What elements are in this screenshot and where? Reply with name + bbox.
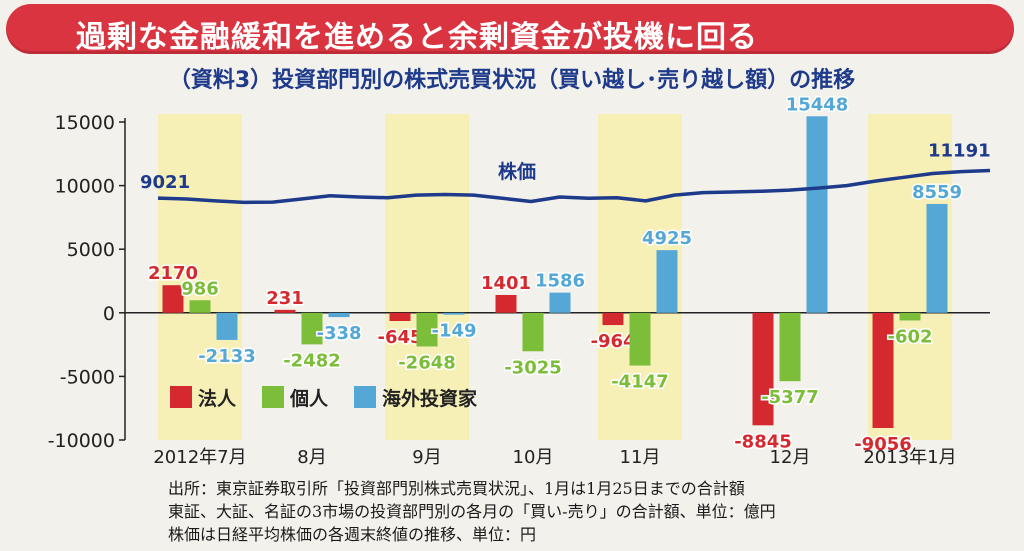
bar-個人 bbox=[416, 312, 438, 347]
bar-海外投資家 bbox=[656, 250, 678, 313]
y-tick-label: 15000 bbox=[55, 112, 115, 134]
x-tick-label: 11月 bbox=[620, 447, 661, 468]
bar-法人 bbox=[162, 285, 184, 313]
stock-price-line bbox=[157, 168, 991, 205]
bar-value-label: -149 bbox=[431, 321, 476, 342]
bar-value-label: 15448 bbox=[786, 94, 849, 115]
legend-label: 海外投資家 bbox=[382, 387, 478, 410]
stock-price-start-label: 9021 bbox=[140, 172, 190, 193]
bar-value-label: 2170 bbox=[148, 263, 198, 284]
bar-法人 bbox=[495, 294, 517, 313]
stock-price-note-line: 株価は日経平均株価の各週末終値の推移、単位：円 bbox=[168, 525, 537, 544]
legend-swatch-法人 bbox=[170, 386, 192, 408]
bar-個人 bbox=[629, 312, 651, 366]
bar-value-label: -645 bbox=[377, 327, 422, 348]
legend-swatch-海外投資家 bbox=[354, 386, 376, 408]
bar-法人 bbox=[752, 312, 774, 426]
x-tick-label: 2013年1月 bbox=[863, 447, 956, 468]
chart-title: （資料3）投資部門別の株式売買状況（買い越し･売り越し額）の推移 bbox=[168, 68, 856, 93]
bar-海外投資家 bbox=[328, 312, 350, 318]
source-notes: 出所：東京証券取引所「投資部門別株式売買状況」、1月は1月25日までの合計額 東… bbox=[168, 477, 776, 546]
bar-個人 bbox=[899, 312, 921, 321]
y-tick-label: 10000 bbox=[55, 176, 115, 198]
legend-label: 法人 bbox=[198, 387, 237, 410]
bar-value-label: -9056 bbox=[854, 434, 912, 455]
bar-個人 bbox=[301, 312, 323, 345]
bar-海外投資家 bbox=[806, 116, 828, 313]
bar-value-label: 1586 bbox=[535, 271, 585, 292]
bar-value-label: -4147 bbox=[611, 372, 669, 393]
definition-note-line: 東証、大証、名証の3市場の投資部門別の各月の「買い‐売り」の合計額、単位：億円 bbox=[168, 502, 776, 521]
bar-海外投資家 bbox=[549, 292, 571, 313]
bar-value-label: -2648 bbox=[398, 352, 456, 373]
headline-text: 過剰な金融緩和を進めると余剰資金が投機に回る bbox=[76, 20, 758, 55]
bar-value-label: 231 bbox=[266, 288, 304, 309]
bar-value-label: -3025 bbox=[504, 357, 562, 378]
x-tick-label: 10月 bbox=[513, 447, 554, 468]
bar-法人 bbox=[872, 312, 894, 428]
bar-value-label: -964 bbox=[590, 331, 635, 352]
legend-label: 個人 bbox=[289, 388, 329, 410]
highlight-band bbox=[158, 114, 242, 440]
x-tick-label: 9月 bbox=[412, 447, 441, 468]
bar-海外投資家 bbox=[216, 312, 238, 340]
bar-個人 bbox=[522, 312, 544, 352]
bar-value-label: -2482 bbox=[283, 350, 341, 371]
x-tick-label: 8月 bbox=[297, 447, 326, 468]
source-note-line: 出所：東京証券取引所「投資部門別株式売買状況」、1月は1月25日までの合計額 bbox=[168, 479, 745, 498]
headline-banner: 過剰な金融緩和を進めると余剰資金が投機に回る bbox=[6, 4, 1014, 55]
legend-swatch-個人 bbox=[262, 386, 284, 408]
x-tick-label: 12月 bbox=[770, 447, 811, 468]
stock-price-end-label: 11191 bbox=[928, 140, 991, 161]
y-tick-label: 5000 bbox=[67, 239, 115, 261]
bar-value-label: 4925 bbox=[642, 228, 692, 249]
y-tick-label: -10000 bbox=[48, 430, 115, 452]
bar-個人 bbox=[189, 300, 211, 313]
bar-value-label: -2133 bbox=[198, 346, 256, 367]
bar-海外投資家 bbox=[926, 203, 948, 313]
x-tick-label: 2012年7月 bbox=[153, 447, 246, 468]
bar-value-label: 1401 bbox=[481, 273, 531, 294]
bar-value-label: -602 bbox=[887, 326, 932, 347]
bar-個人 bbox=[779, 312, 801, 382]
bar-value-label: 986 bbox=[181, 278, 219, 299]
stock-price-series-label: 株価 bbox=[498, 160, 536, 183]
bar-法人 bbox=[389, 312, 411, 322]
bar-海外投資家 bbox=[443, 312, 465, 315]
highlight-band bbox=[385, 114, 469, 440]
y-tick-label: 0 bbox=[103, 303, 115, 325]
bar-法人 bbox=[274, 309, 296, 313]
bar-value-label: 8559 bbox=[912, 182, 962, 203]
y-tick-label: -5000 bbox=[60, 366, 115, 388]
bar-法人 bbox=[602, 312, 624, 326]
bar-value-label: -8845 bbox=[734, 431, 792, 452]
bar-value-label: -5377 bbox=[761, 387, 819, 408]
bar-value-label: -338 bbox=[316, 323, 361, 344]
